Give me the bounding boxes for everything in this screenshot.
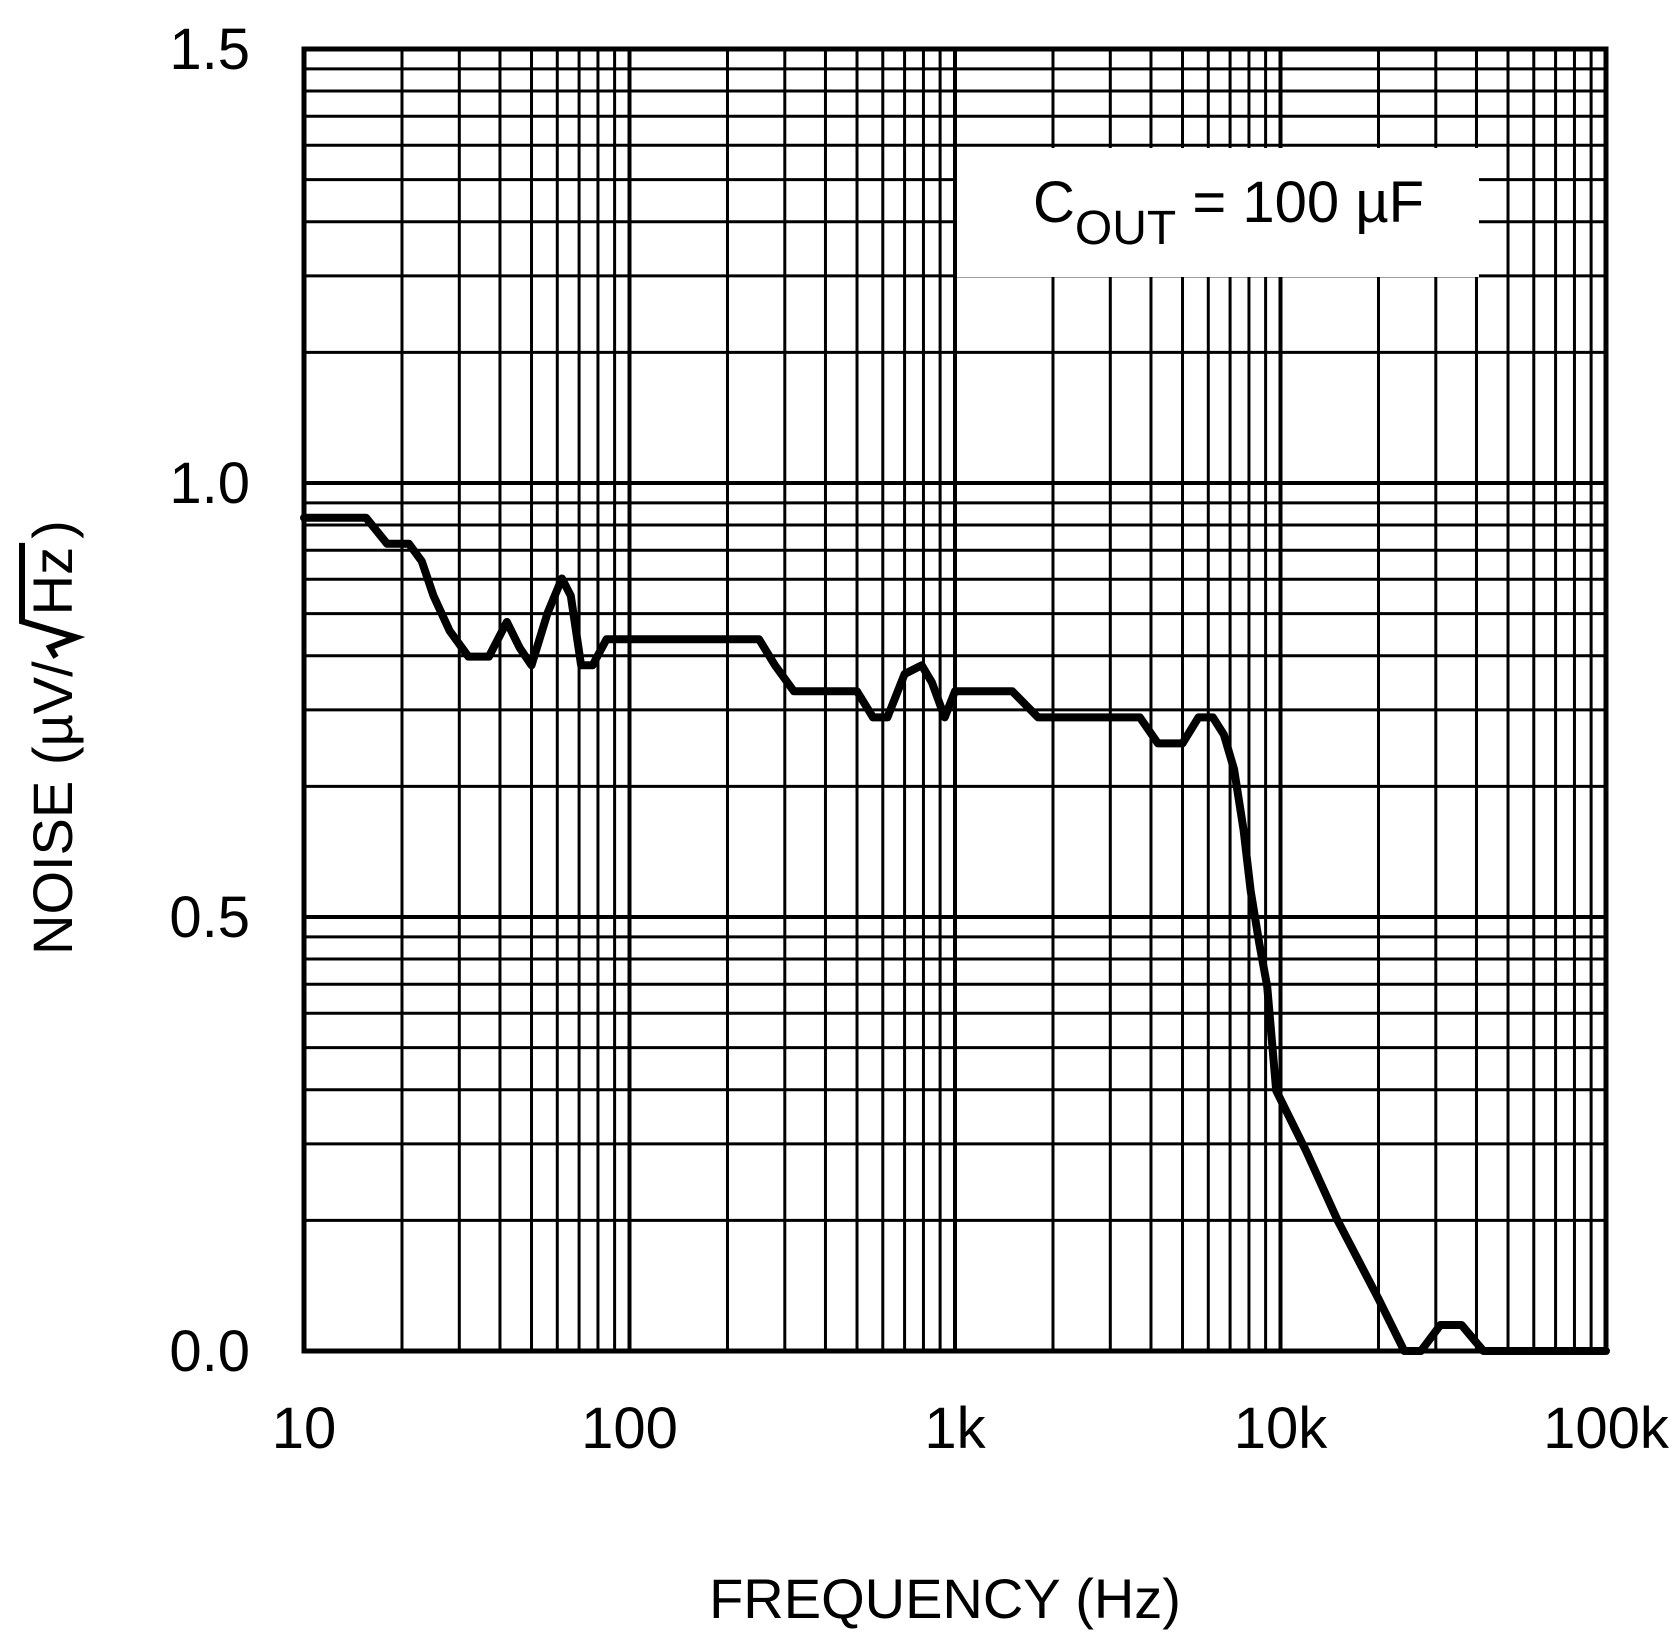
y-axis-label: NOISE (µV/ Hz ) xyxy=(19,520,86,955)
y-tick-label: 0.5 xyxy=(169,885,250,950)
y-axis-label-close: ) xyxy=(21,520,84,539)
cout-annotation: COUT = 100 µF xyxy=(1033,170,1424,255)
x-tick-label: 100 xyxy=(581,1396,678,1461)
tick-labels: 10 100 1k 10k 100k 0.0 0.5 1.0 1.5 xyxy=(169,17,1670,1461)
x-tick-label: 10 xyxy=(272,1396,337,1461)
sqrt-icon xyxy=(19,542,86,659)
x-tick-label: 1k xyxy=(924,1396,986,1461)
y-tick-label: 1.5 xyxy=(169,17,250,82)
x-tick-label: 100k xyxy=(1543,1396,1670,1461)
y-axis-label-radicand: Hz xyxy=(21,547,84,615)
y-tick-label: 1.0 xyxy=(169,451,250,516)
annotation-rest: = 100 µF xyxy=(1176,170,1424,235)
x-tick-label: 10k xyxy=(1234,1396,1329,1461)
x-axis-label: FREQUENCY (Hz) xyxy=(709,1567,1181,1630)
annotation-main: C xyxy=(1033,170,1075,235)
plot-frame xyxy=(301,46,1609,1354)
series-layer xyxy=(300,513,1610,1355)
grid xyxy=(302,49,1606,1353)
y-axis-label-text: NOISE (µV/ xyxy=(21,661,84,955)
y-axis-label-unit: µV/ xyxy=(21,661,84,747)
series-line-0 xyxy=(300,513,1610,1355)
y-axis-label-main: NOISE ( xyxy=(21,746,84,955)
annotation-background xyxy=(957,148,1479,277)
y-tick-label: 0.0 xyxy=(169,1319,250,1384)
annotation-subscript: OUT xyxy=(1075,202,1176,255)
